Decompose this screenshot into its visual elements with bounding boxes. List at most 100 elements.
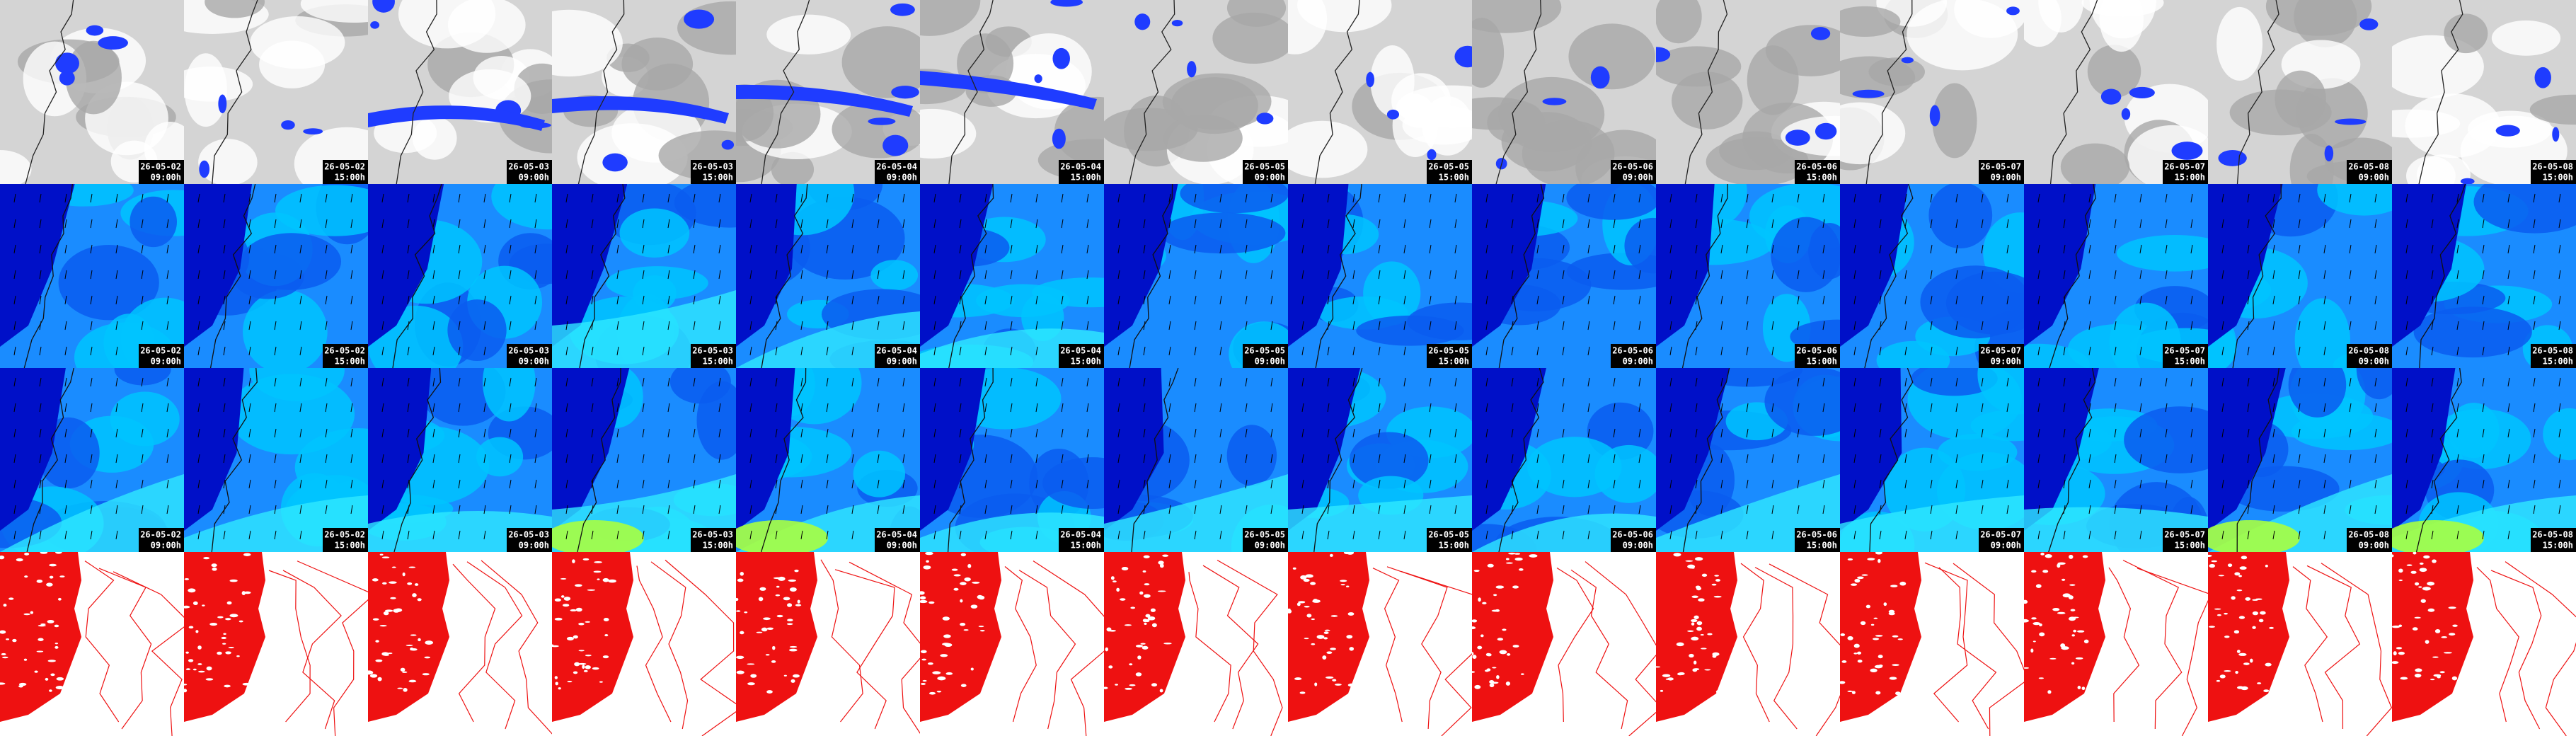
isobar-gap [1695, 585, 1701, 589]
wind-arrow [1352, 377, 1355, 387]
wind-arrow [591, 346, 594, 356]
wind-arrow [509, 403, 512, 413]
map-body [1288, 184, 1472, 368]
isobar-gap [1711, 583, 1717, 586]
map-tile [920, 552, 1104, 736]
wind-arrow [2298, 454, 2301, 464]
label-box [507, 344, 552, 368]
coastline [577, 0, 625, 184]
isobar-gap [1329, 553, 1333, 557]
wind-arrow [933, 530, 936, 540]
wind-arrow [1117, 479, 1120, 489]
isobar-gap [18, 682, 27, 686]
coastline [1128, 0, 1175, 184]
isobar-gap [2398, 624, 2403, 628]
wind-arrow [1981, 270, 1984, 280]
coastline [1313, 368, 1363, 552]
isobar-gap [198, 670, 205, 673]
isobar-gap [1472, 655, 1477, 660]
wind-arrow [1245, 193, 1248, 203]
wind-high [1656, 474, 1840, 552]
isobar [2476, 567, 2519, 723]
wind-arrow [1378, 295, 1381, 305]
wind-arrow [2456, 479, 2459, 489]
wind-arrow [877, 193, 880, 203]
wind-arrow [2374, 403, 2377, 413]
wind-arrow [1327, 479, 1330, 489]
wind-zone [606, 266, 708, 300]
wind-arrow [1117, 219, 1120, 229]
wind-arrow [2507, 193, 2510, 203]
wind-arrow [2533, 244, 2536, 254]
wind-arrow [1194, 219, 1197, 229]
wind-arrow [2533, 377, 2536, 387]
isobar-gap [2057, 611, 2066, 614]
wind-arrow [1746, 403, 1749, 413]
isobar-gap [2427, 581, 2435, 586]
wind-arrow [877, 321, 880, 330]
isobar-gap [2422, 587, 2431, 591]
isobar-gap [602, 655, 609, 659]
coastline [2049, 184, 2096, 368]
map-body [1288, 552, 1472, 736]
wind-arrow [2165, 479, 2168, 489]
map-body [1840, 552, 2024, 736]
map-body [0, 184, 184, 368]
isobar-gap [1140, 643, 1146, 645]
wind-arrow [1117, 270, 1120, 280]
wind-zone [110, 391, 180, 447]
wind-arrow [2139, 346, 2142, 356]
isobar-gap [1875, 691, 1881, 695]
wind-arrow [1035, 244, 1038, 254]
frame-date: 26-05-05 [1428, 530, 1469, 540]
wind-arrow [1879, 403, 1882, 413]
wind-arrow [248, 219, 251, 229]
isobar-gap [783, 597, 790, 601]
wind-arrow [642, 479, 645, 489]
isobar-gap [1514, 557, 1523, 561]
wind-arrow [902, 270, 905, 280]
wind-arrow [1797, 454, 1800, 464]
isobar-gap [608, 579, 616, 583]
isobar-gap [940, 654, 948, 657]
wind-arrow [166, 321, 169, 330]
wind-arrow [1669, 321, 1672, 330]
isobar-gap [377, 677, 382, 682]
isobar-gap [1349, 647, 1355, 651]
wind-arrow [749, 321, 752, 330]
wind-arrow [197, 428, 200, 438]
wind-arrow [933, 219, 936, 229]
wind-arrow [248, 479, 251, 489]
wind-arrow [2507, 505, 2510, 514]
wind-arrow [959, 295, 962, 305]
wind-arrow [299, 454, 302, 464]
wind-low [2392, 368, 2456, 531]
map-body [1472, 184, 1656, 368]
wind-arrow [141, 505, 144, 514]
map-body [2208, 368, 2392, 552]
wind-arrow [1536, 270, 1539, 280]
wind-arrow [1853, 193, 1856, 203]
wind-arrow [693, 403, 696, 413]
wind-arrow [64, 377, 67, 387]
wind-arrow [1403, 505, 1406, 514]
isobar-gap [593, 570, 602, 573]
map-body [2208, 0, 2392, 184]
coastline [211, 368, 258, 552]
isobar-gap [2231, 596, 2236, 600]
wind-arrow [2349, 428, 2352, 438]
wind-arrow [984, 346, 987, 356]
wind-arrow [718, 270, 721, 280]
wind-arrow [1245, 428, 1248, 438]
wind-arrow [616, 346, 619, 356]
wind-arrow [1143, 270, 1146, 280]
wind-arrow [1853, 244, 1856, 254]
wind-arrow [1035, 270, 1038, 280]
wind-arrow [1270, 479, 1273, 489]
wind-arrow [2431, 403, 2434, 413]
wind-arrow [1270, 219, 1273, 229]
precip [1852, 89, 1885, 98]
wind-arrow [1746, 193, 1749, 203]
